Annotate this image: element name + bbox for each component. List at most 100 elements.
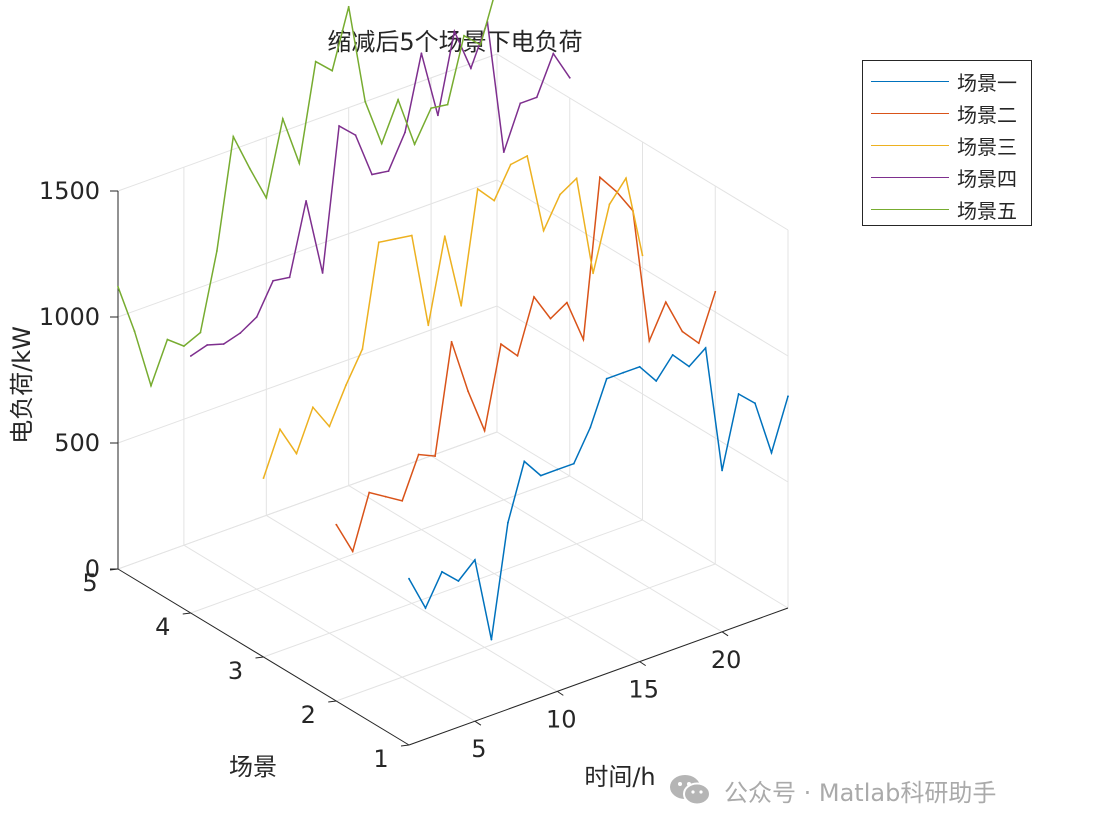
data-point	[483, 429, 486, 432]
data-point	[592, 272, 594, 275]
data-point	[470, 67, 472, 70]
grid	[117, 53, 789, 746]
series-line	[190, 21, 571, 357]
legend-item: 场景二	[863, 97, 1031, 129]
data-point	[133, 330, 136, 333]
data-point	[338, 125, 340, 127]
legend-label: 场景三	[957, 134, 1017, 159]
legend-label: 场景二	[957, 102, 1017, 127]
data-point	[493, 199, 496, 202]
data-point	[434, 455, 436, 457]
x-axis-line	[408, 607, 789, 746]
x-tick-mark	[557, 690, 564, 696]
data-point	[737, 393, 740, 395]
x-tick-mark	[474, 720, 482, 726]
data-point	[401, 499, 404, 502]
data-point	[770, 451, 773, 454]
data-point	[582, 338, 585, 341]
x-axis-label: 时间/h	[584, 763, 655, 791]
data-point	[364, 100, 367, 103]
x-tick-mark	[721, 631, 729, 637]
data-point	[542, 229, 545, 232]
data-point	[408, 577, 410, 580]
data-point	[566, 301, 568, 304]
watermark: 公众号 · Matlab科研助手	[668, 770, 996, 810]
legend: 场景一 场景二 场景三 场景四 场景五	[862, 60, 1032, 226]
data-point	[443, 235, 446, 238]
data-point	[509, 163, 512, 166]
legend-label: 场景一	[957, 70, 1017, 95]
grid-line	[496, 179, 789, 357]
grid-line	[496, 53, 789, 231]
data-point	[321, 272, 324, 274]
data-point	[523, 460, 526, 463]
grid-line	[117, 179, 498, 318]
data-point	[183, 345, 185, 347]
data-point	[328, 425, 331, 428]
data-point	[446, 103, 449, 106]
data-point	[608, 203, 611, 206]
data-point	[206, 344, 209, 346]
data-point	[787, 395, 789, 398]
data-point	[347, 5, 350, 8]
data-point	[460, 304, 463, 307]
y-tick-mark	[255, 656, 264, 659]
series-line	[335, 175, 717, 554]
data-point	[714, 290, 717, 293]
data-point	[288, 276, 291, 279]
data-point	[312, 406, 314, 409]
data-point	[380, 142, 383, 145]
data-point	[410, 234, 413, 237]
data-point	[281, 117, 284, 120]
data-point	[387, 170, 390, 173]
data-point	[500, 343, 502, 345]
x-tick-label: 10	[546, 705, 577, 733]
grid-line	[190, 475, 570, 614]
data-point	[688, 365, 690, 368]
y-tick-mark	[328, 700, 337, 703]
data-point	[572, 462, 575, 465]
data-point	[255, 316, 258, 318]
data-point	[552, 52, 555, 55]
data-point	[599, 176, 601, 179]
data-point	[232, 135, 235, 138]
legend-item: 场景三	[863, 129, 1031, 161]
legend-swatch	[871, 208, 949, 210]
grid-line	[117, 305, 498, 444]
y-tick-label: 5	[82, 569, 97, 597]
x-tick-label: 20	[711, 646, 742, 674]
data-point	[589, 426, 592, 429]
data-point	[368, 491, 371, 494]
legend-swatch	[871, 144, 949, 146]
grid-line	[117, 431, 498, 570]
grid-line	[336, 563, 716, 702]
legend-swatch	[871, 80, 949, 82]
legend-item: 场景五	[863, 193, 1031, 225]
data-point	[526, 155, 529, 157]
z-tick-label: 0	[85, 555, 100, 583]
series-line	[117, 0, 494, 389]
data-point	[335, 523, 338, 526]
data-point	[189, 355, 192, 357]
data-point	[575, 177, 578, 180]
data-point	[655, 380, 658, 382]
data-point	[216, 250, 218, 252]
watermark-text: 公众号 · Matlab科研助手	[724, 778, 997, 807]
data-point	[117, 285, 119, 288]
x-tick-label: 15	[628, 676, 659, 704]
data-point	[371, 173, 373, 176]
data-point	[397, 98, 399, 101]
data-point	[345, 384, 347, 387]
data-point	[413, 143, 416, 146]
data-point	[279, 428, 281, 431]
data-point	[625, 177, 627, 180]
data-point	[450, 340, 453, 343]
data-point	[354, 134, 357, 137]
legend-swatch	[871, 112, 949, 114]
data-point	[638, 365, 641, 368]
data-point	[420, 52, 423, 55]
data-point	[704, 347, 707, 349]
data-point	[502, 151, 505, 154]
